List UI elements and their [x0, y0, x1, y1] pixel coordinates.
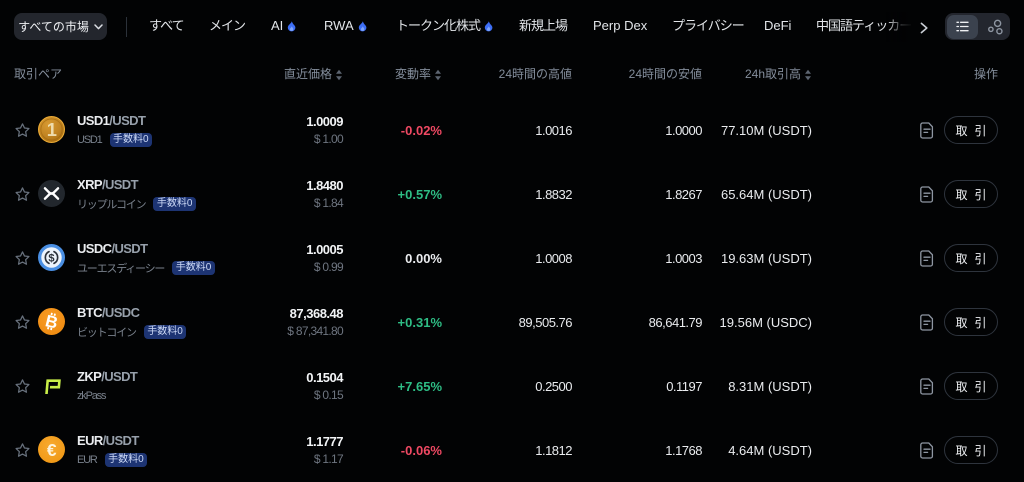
svg-text:€: €: [47, 440, 57, 460]
svg-text:1: 1: [47, 119, 57, 140]
svg-text:$: $: [48, 253, 54, 265]
